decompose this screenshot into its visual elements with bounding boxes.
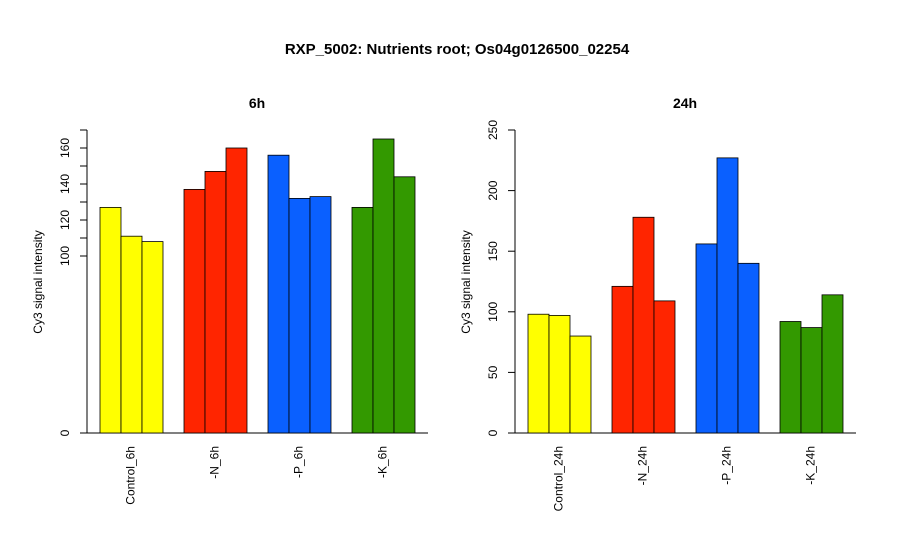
x-category-label: Control_6h <box>124 446 138 505</box>
bar-p-24h-1 <box>695 243 718 434</box>
panel-24h-ylabel: Cy3 signal intensity <box>459 230 473 333</box>
bar-p-6h-1 <box>267 154 290 434</box>
x-category-label: -P_24h <box>720 446 734 485</box>
bar-n-24h-2 <box>632 216 655 434</box>
bar-n-24h-1 <box>611 285 634 434</box>
y-tick-label: 140 <box>58 174 72 194</box>
bar-control-6h-1 <box>99 206 122 434</box>
y-tick-label: 120 <box>58 210 72 230</box>
bar-control-24h-3 <box>569 335 592 434</box>
bar-k-24h-2 <box>800 327 823 434</box>
y-tick-label: 100 <box>58 246 72 266</box>
panel-6h-bars <box>99 138 416 434</box>
bar-control-6h-2 <box>120 235 143 434</box>
x-category-label: -K_24h <box>804 446 818 485</box>
bar-k-24h-1 <box>779 321 802 434</box>
bar-k-6h-1 <box>351 206 374 434</box>
x-category-label: -P_6h <box>292 446 306 478</box>
panel-6h: 6h Cy3 signal intensity 0 100 120 140 160 Con… <box>31 95 428 505</box>
bar-k-6h-3 <box>393 176 416 434</box>
bar-n-6h-3 <box>225 147 248 434</box>
x-category-label: -N_24h <box>636 446 650 485</box>
y-tick-label: 200 <box>486 180 500 200</box>
y-tick-label: 250 <box>486 120 500 140</box>
y-tick-label: 150 <box>486 241 500 261</box>
panel-24h-bars <box>527 157 844 434</box>
bar-k-6h-2 <box>372 138 395 434</box>
y-tick-label: 50 <box>486 365 500 379</box>
y-tick-label: 0 <box>486 429 500 436</box>
bar-n-24h-3 <box>653 300 676 434</box>
panel-6h-title: 6h <box>249 95 265 111</box>
bar-p-6h-2 <box>288 197 311 434</box>
x-category-label: -K_6h <box>376 446 390 478</box>
panel-6h-axes: 0 100 120 140 160 Control_6h -N_6h -P_6h -K_6h <box>58 129 428 505</box>
bar-p-6h-3 <box>309 196 332 434</box>
figure-title: RXP_5002: Nutrients root; Os04g0126500_0… <box>285 41 630 58</box>
x-category-label: -N_6h <box>208 446 222 479</box>
bar-p-24h-2 <box>716 157 739 434</box>
bar-n-6h-1 <box>183 188 206 434</box>
bar-control-24h-1 <box>527 313 550 434</box>
y-tick-label: 0 <box>58 429 72 436</box>
y-tick-label: 160 <box>58 138 72 158</box>
panel-24h-axes: 0 50 100 150 200 250 Control_24h -N_24h -P_24h -K… <box>486 120 856 511</box>
bar-control-6h-3 <box>141 241 164 434</box>
x-category-label: Control_24h <box>552 446 566 511</box>
bar-p-24h-3 <box>737 262 760 434</box>
y-tick-label: 100 <box>486 301 500 321</box>
bar-control-24h-2 <box>548 315 571 434</box>
panel-6h-ylabel: Cy3 signal intensity <box>31 230 45 333</box>
panel-24h-title: 24h <box>673 95 697 111</box>
bar-n-6h-2 <box>204 170 227 434</box>
bar-k-24h-3 <box>821 294 844 434</box>
panel-24h: 24h Cy3 signal intensity 0 50 100 150 200 250… <box>459 95 856 511</box>
